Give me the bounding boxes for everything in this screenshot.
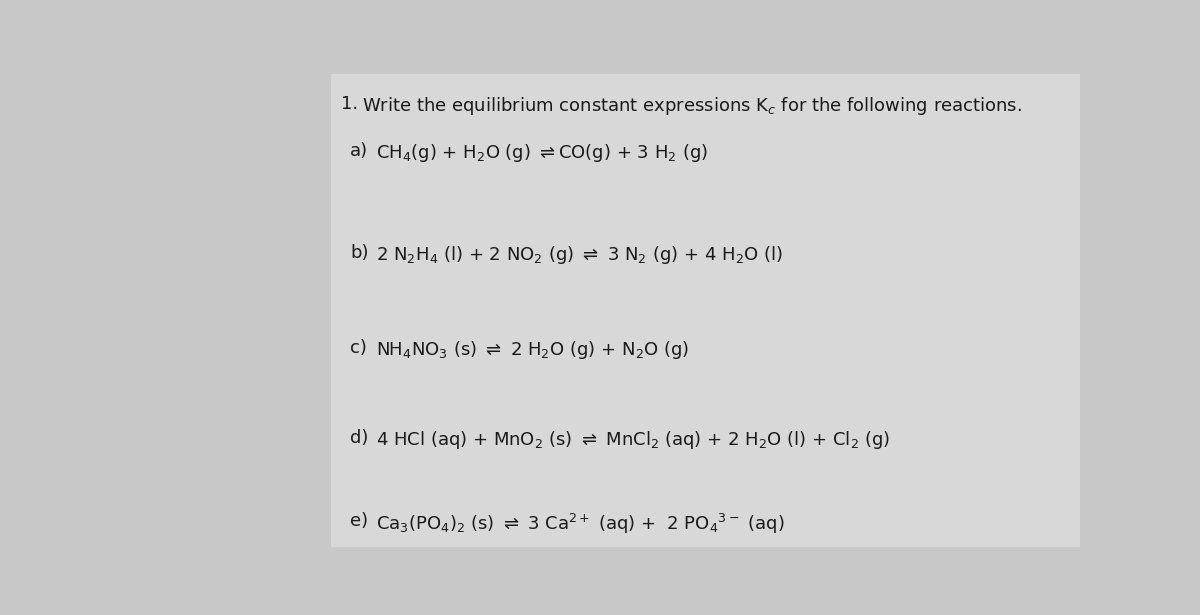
- Text: Write the equilibrium constant expressions K$_c$ for the following reactions.: Write the equilibrium constant expressio…: [362, 95, 1022, 117]
- Text: NH$_4$NO$_3$ (s) $\rightleftharpoons$ 2 H$_2$O (g) + N$_2$O (g): NH$_4$NO$_3$ (s) $\rightleftharpoons$ 2 …: [376, 339, 689, 361]
- Text: b): b): [350, 244, 368, 262]
- Text: e): e): [350, 512, 368, 530]
- Text: 2 N$_2$H$_4$ (l) + 2 NO$_2$ (g) $\rightleftharpoons$ 3 N$_2$ (g) + 4 H$_2$O (l): 2 N$_2$H$_4$ (l) + 2 NO$_2$ (g) $\rightl…: [376, 244, 782, 266]
- Text: c): c): [350, 339, 367, 357]
- Text: 4 HCl (aq) + MnO$_2$ (s) $\rightleftharpoons$ MnCl$_2$ (aq) + 2 H$_2$O (l) + Cl$: 4 HCl (aq) + MnO$_2$ (s) $\rightleftharp…: [376, 429, 890, 451]
- Text: CH$_4$(g) + H$_2$O (g) $\rightleftharpoons$CO(g) + 3 H$_2$ (g): CH$_4$(g) + H$_2$O (g) $\rightleftharpoo…: [376, 143, 708, 164]
- Text: 1.: 1.: [341, 95, 358, 113]
- Text: a): a): [350, 143, 368, 161]
- Text: d): d): [350, 429, 368, 447]
- Text: Ca$_3$(PO$_4$)$_2$ (s) $\rightleftharpoons$ 3 Ca$^{2+}$ (aq) +  2 PO$_4$$^{3-}$ : Ca$_3$(PO$_4$)$_2$ (s) $\rightleftharpoo…: [376, 512, 785, 536]
- FancyBboxPatch shape: [331, 74, 1080, 547]
